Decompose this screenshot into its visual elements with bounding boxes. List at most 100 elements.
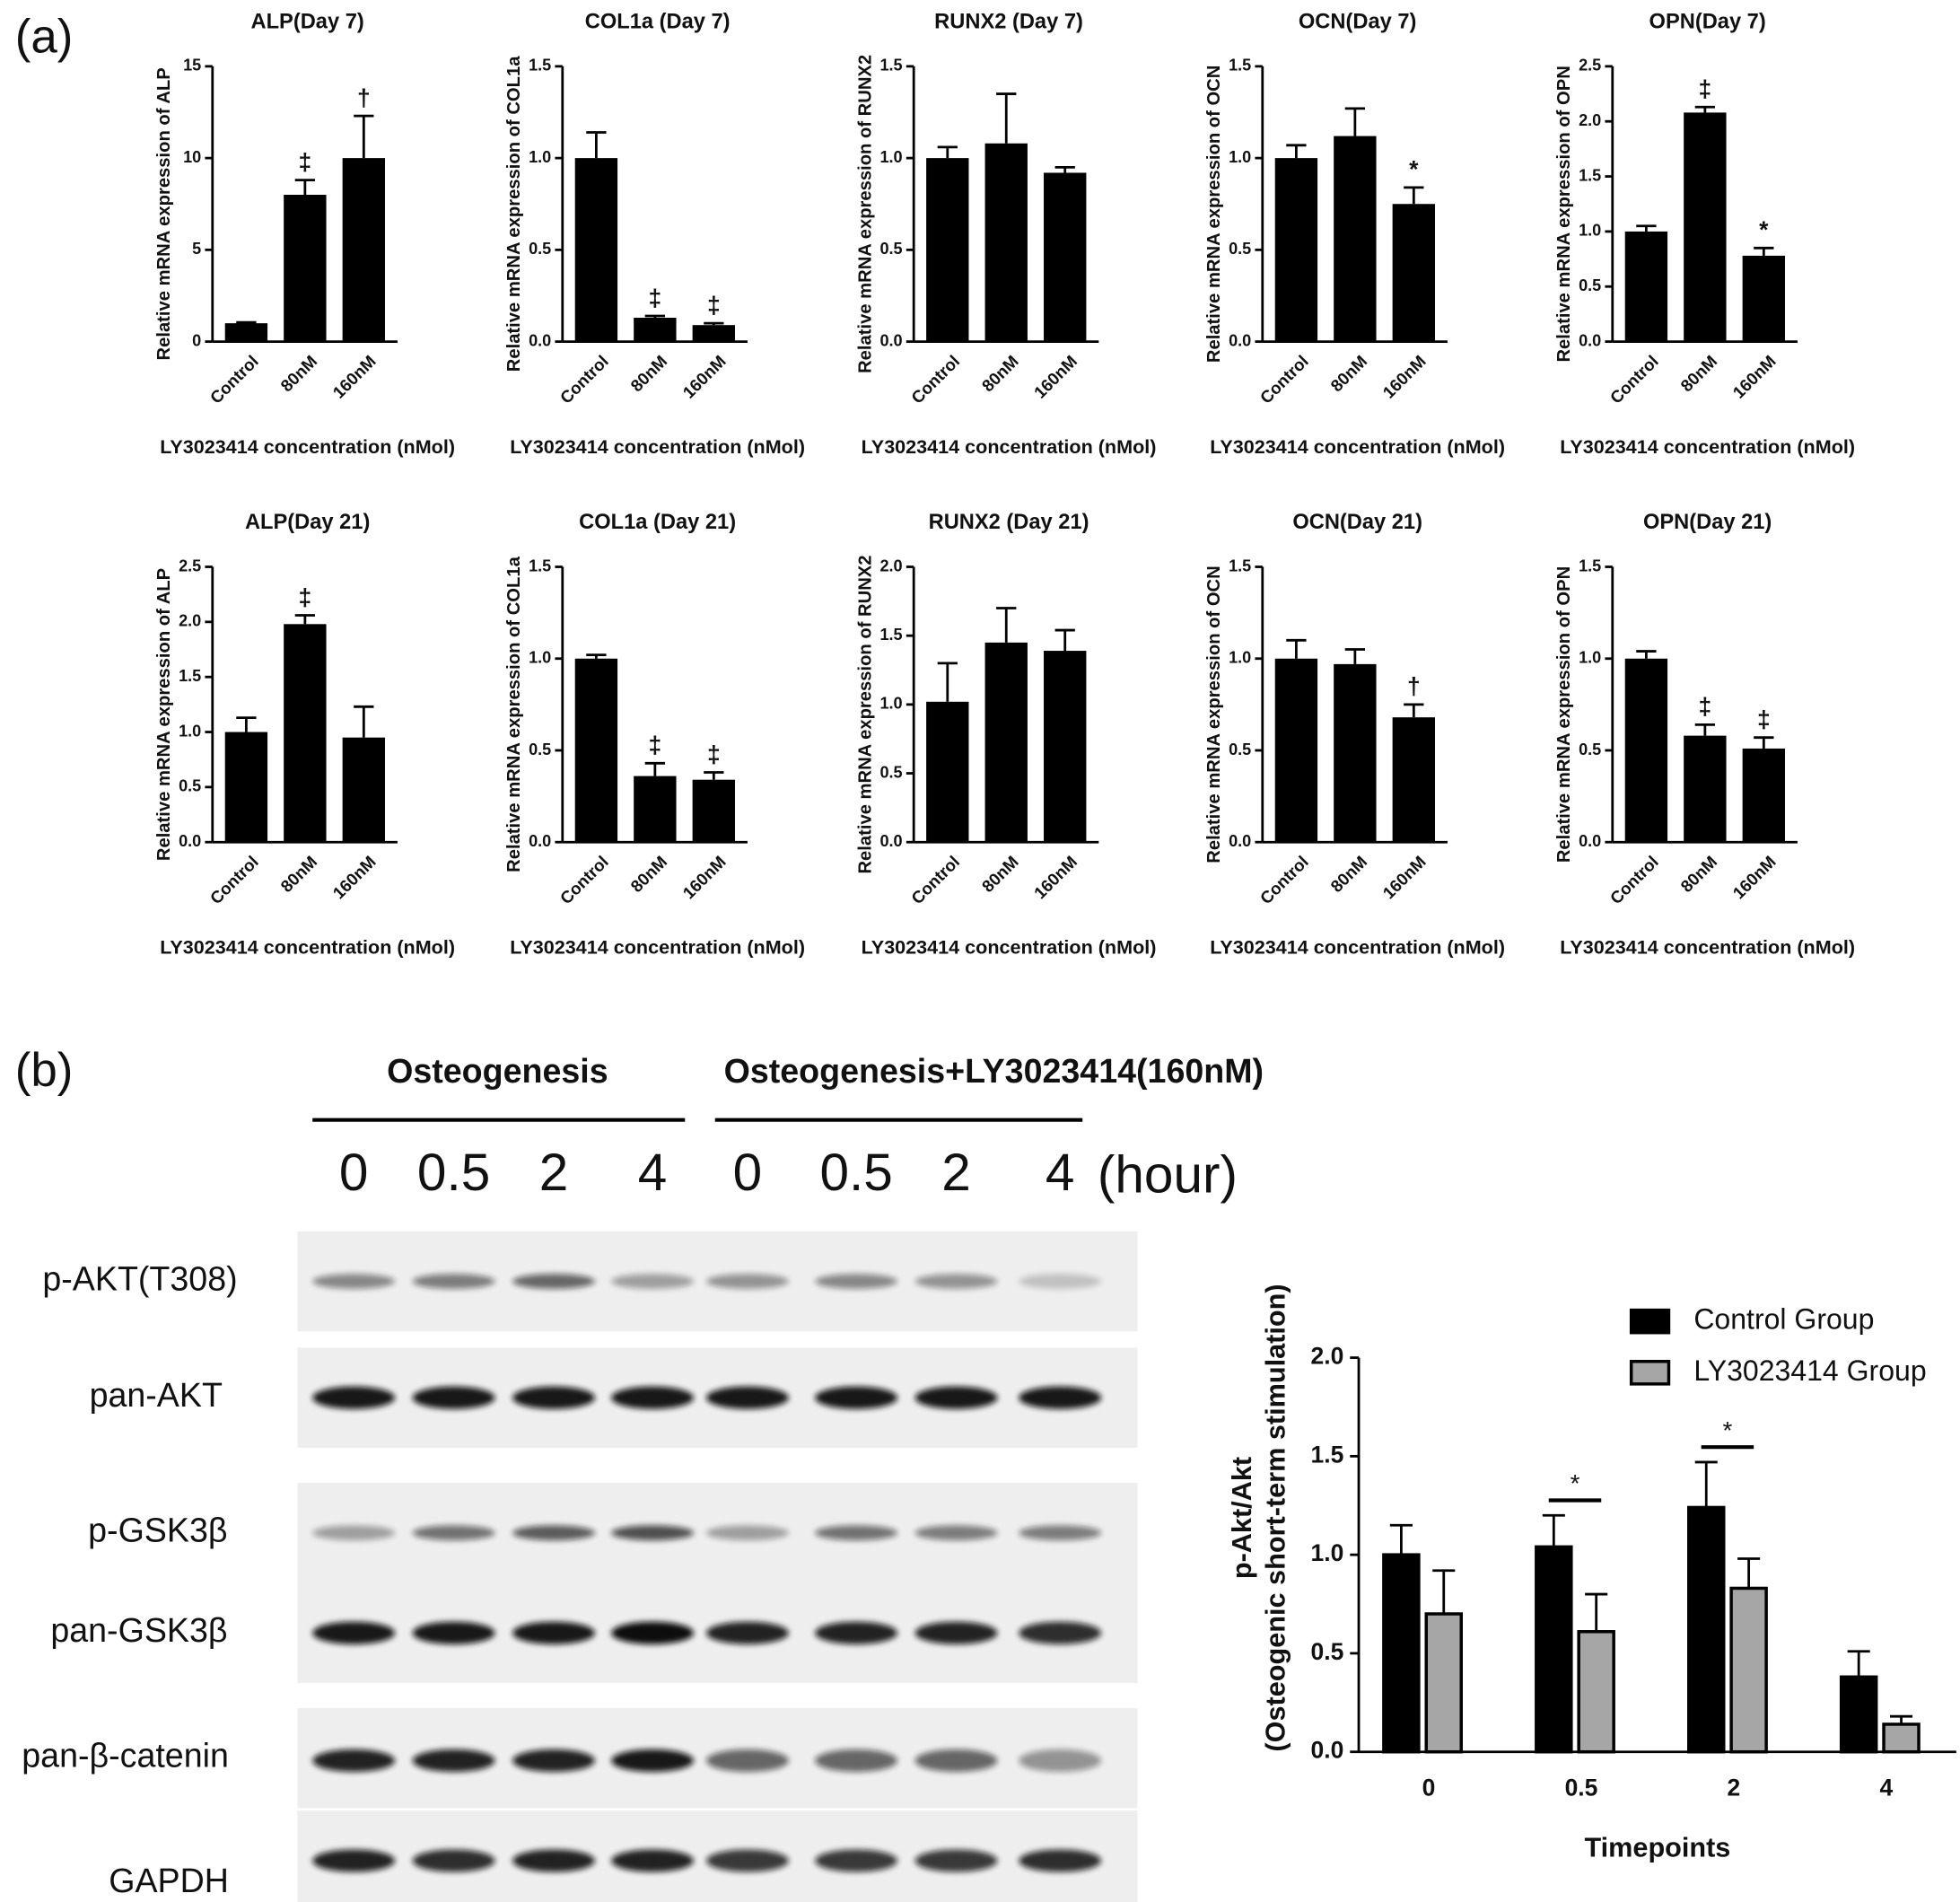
y-tick-label: 1.0: [529, 148, 551, 166]
x-tick-label: 80nM: [1677, 852, 1721, 896]
bar: [692, 325, 735, 342]
blot-band: [312, 1621, 396, 1644]
bar: [984, 642, 1028, 843]
bar: [1684, 112, 1727, 342]
blot-band: [312, 1849, 396, 1872]
blot-band: [705, 1749, 789, 1773]
blot-band: [914, 1525, 998, 1541]
y-tick-label: 1.5: [1579, 166, 1601, 184]
blot-band: [512, 1749, 595, 1773]
y-tick-label: 0.0: [879, 832, 902, 850]
chart-title: COL1a (Day 21): [579, 511, 736, 534]
x-axis-label: LY3023414 concentration (nMol): [1210, 435, 1505, 458]
y-tick-label: 0.5: [1579, 276, 1601, 294]
blot-row-label: GAPDH: [109, 1862, 229, 1899]
blot-row-label: p-AKT(T308): [42, 1259, 237, 1297]
blot-band: [705, 1274, 789, 1289]
x-tick-label: 160nM: [679, 352, 730, 402]
x-tick-label: 80nM: [978, 852, 1022, 896]
blot-band: [914, 1849, 998, 1872]
lane-label: 0: [733, 1144, 763, 1202]
x-tick-label: 160nM: [1030, 352, 1081, 402]
x-tick-label: 160nM: [1030, 852, 1081, 902]
blot-group: Osteogenesis+LY3023414(160nM): [724, 1052, 1264, 1090]
x-tick-label: 80nM: [1327, 852, 1371, 896]
y-tick-label: 2.0: [1311, 1343, 1344, 1370]
legend-label: Control Group: [1693, 1303, 1874, 1336]
bar: [1729, 1586, 1768, 1754]
bar: [634, 318, 677, 342]
bar: [1424, 1612, 1463, 1754]
bar: [284, 195, 327, 342]
blot-row-label: p-GSK3β: [88, 1512, 227, 1549]
bar: [342, 158, 385, 342]
y-axis-label: Relative mRNA expression of OCN: [1204, 66, 1224, 363]
y-tick-label: 0.0: [529, 331, 551, 349]
y-tick-label: 0.5: [879, 240, 902, 258]
bar: [1044, 651, 1087, 843]
blot-band: [611, 1749, 695, 1773]
bar: [1577, 1630, 1615, 1754]
legend-swatch: [1629, 1308, 1671, 1335]
bar: [1044, 172, 1087, 342]
legend-swatch: [1629, 1360, 1671, 1386]
lane-unit: (hour): [1098, 1146, 1238, 1205]
y-axis-label: Relative mRNA expression of OPN: [1554, 566, 1574, 863]
bar: [224, 732, 268, 843]
x-tick-label: 160nM: [1379, 352, 1430, 402]
y-tick-label: 1.5: [879, 57, 902, 75]
blot-band: [815, 1621, 898, 1644]
y-axis-label: Relative mRNA expression of ALP: [154, 568, 174, 861]
y-tick-label: 2.0: [1579, 111, 1601, 129]
significance-mark: ‡: [707, 292, 721, 319]
bar: [1274, 658, 1318, 843]
x-axis-label: LY3023414 concentration (nMol): [1560, 935, 1855, 958]
y-tick-label: 0.0: [1311, 1737, 1344, 1764]
x-tick-label: Control: [206, 352, 262, 408]
significance-mark: *: [1759, 216, 1769, 243]
x-tick-label: 80nM: [277, 852, 321, 896]
blot-band: [1019, 1386, 1102, 1409]
blot-band: [412, 1274, 495, 1289]
blot-band: [412, 1386, 495, 1409]
legend-label: LY3023414 Group: [1693, 1354, 1926, 1387]
y-tick-label: 15: [183, 57, 201, 75]
bar: [1392, 717, 1435, 843]
blot-band: [312, 1525, 396, 1541]
blot-band: [611, 1525, 695, 1541]
x-tick-label: Control: [556, 352, 612, 408]
blot-band: [815, 1849, 898, 1872]
significance-mark: ‡: [298, 149, 311, 176]
bar: [1687, 1505, 1726, 1754]
bar: [1392, 204, 1435, 342]
significance-mark: *: [1723, 1416, 1733, 1444]
blot-row-label: pan-AKT: [90, 1376, 223, 1414]
bar: [1742, 748, 1785, 843]
blot-band: [1019, 1621, 1102, 1644]
y-tick-label: 0.0: [879, 331, 902, 349]
blot-band: [611, 1386, 695, 1409]
x-tick-label: 160nM: [329, 852, 380, 902]
bar: [1624, 231, 1668, 342]
blot-band: [512, 1525, 595, 1541]
y-tick-label: 0.5: [529, 741, 551, 758]
blot-band: [512, 1274, 595, 1289]
y-tick-label: 1.0: [879, 695, 902, 713]
blot-band: [512, 1849, 595, 1872]
x-tick-label: 0: [1422, 1775, 1436, 1801]
y-tick-label: 0: [192, 331, 201, 349]
y-axis-label: (Osteogenic short-term stimulation): [1261, 1284, 1291, 1751]
x-axis-label: LY3023414 concentration (nMol): [862, 435, 1157, 458]
y-tick-label: 5: [192, 240, 201, 258]
y-tick-label: 0.0: [1229, 331, 1251, 349]
lane-label: 0: [339, 1144, 369, 1202]
y-tick-label: 0.0: [1229, 832, 1251, 850]
blot-band: [914, 1386, 998, 1409]
y-tick-label: 2.0: [879, 557, 902, 574]
chart-title: OCN(Day 7): [1299, 10, 1416, 33]
blot-band: [815, 1274, 898, 1289]
bar: [926, 701, 969, 843]
y-tick-label: 0.5: [179, 777, 201, 795]
lane-label: 2: [941, 1144, 971, 1202]
significance-mark: ‡: [298, 583, 311, 610]
